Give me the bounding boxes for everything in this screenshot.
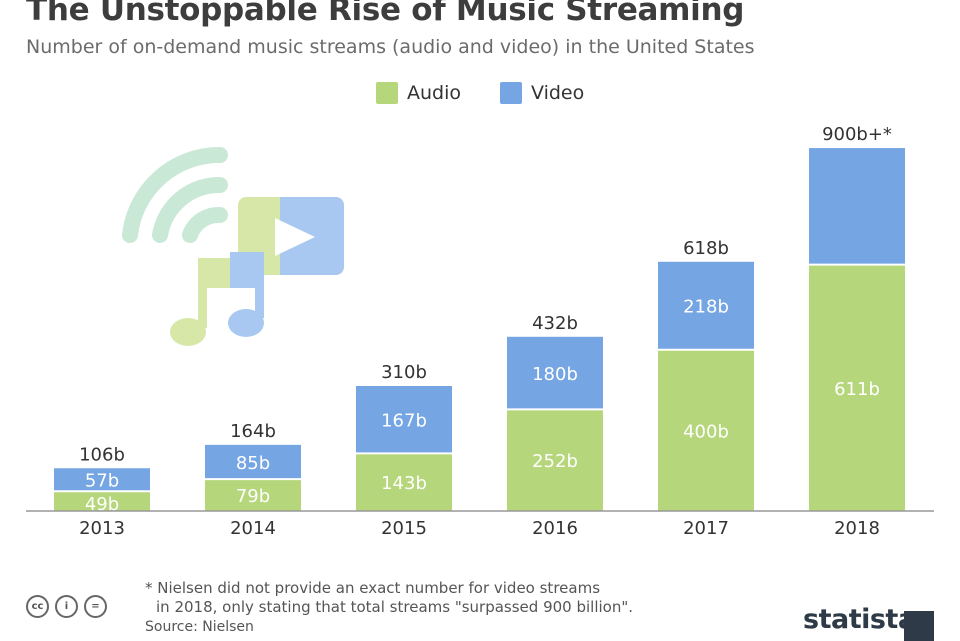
data-label-audio-2013: 49b (85, 494, 119, 515)
footnote: * Nielsen did not provide an exact numbe… (145, 579, 633, 617)
bar-video-2015 (356, 385, 452, 454)
bar-video-2017 (658, 261, 754, 350)
brand-mark-icon (904, 611, 934, 641)
legend-swatch-audio (376, 82, 398, 104)
data-label-video-2013: 57b (85, 471, 119, 492)
legend-item-audio: Audio (376, 82, 461, 104)
wifi-icon (122, 146, 228, 243)
bar-audio-2017 (658, 349, 754, 511)
data-label-video-2015: 167b (381, 411, 427, 432)
data-label-audio-2014: 79b (236, 486, 270, 507)
x-tick-label-2017: 2017 (683, 518, 729, 539)
by-icon[interactable]: i (55, 595, 78, 618)
total-label-2018: 900b+* (822, 124, 892, 145)
footnote-line-1: * Nielsen did not provide an exact numbe… (145, 579, 601, 597)
data-label-video-2014: 85b (236, 453, 270, 474)
source-note: Source: Nielsen (145, 619, 254, 635)
total-label-2014: 164b (230, 421, 276, 442)
legend-item-video: Video (500, 82, 584, 104)
total-label-2017: 618b (683, 238, 729, 259)
x-tick-label-2016: 2016 (532, 518, 578, 539)
legend-label-audio: Audio (407, 82, 462, 104)
bar-audio-2013 (54, 491, 150, 511)
x-tick-label-2018: 2018 (834, 518, 880, 539)
data-label-audio-2017: 400b (683, 421, 729, 442)
data-label-audio-2015: 143b (381, 473, 427, 494)
license-icons: cc i = (26, 595, 107, 618)
bar-video-2018 (809, 148, 905, 265)
bar-audio-2016 (507, 409, 603, 511)
bar-video-2016 (507, 336, 603, 410)
data-label-audio-2018: 611b (834, 379, 880, 400)
cc-icon[interactable]: cc (26, 595, 49, 618)
footnote-line-2: in 2018, only stating that total streams… (156, 598, 634, 616)
data-label-video-2016: 180b (532, 364, 578, 385)
music-note-icon (170, 252, 264, 346)
bar-audio-2015 (356, 453, 452, 511)
streaming-illustration (122, 146, 344, 346)
nd-icon[interactable]: = (84, 595, 107, 618)
data-label-video-2017: 218b (683, 297, 729, 318)
legend-label-video: Video (531, 82, 585, 104)
x-tick-label-2014: 2014 (230, 518, 276, 539)
legend-swatch-video (500, 82, 522, 104)
x-tick-label-2013: 2013 (79, 518, 125, 539)
total-label-2016: 432b (532, 313, 578, 334)
brand-logo[interactable]: statista (803, 604, 916, 635)
bar-audio-2014 (205, 479, 301, 511)
x-tick-label-2015: 2015 (381, 518, 427, 539)
page-title: The Unstoppable Rise of Music Streaming (26, 0, 745, 28)
total-label-2015: 310b (381, 362, 427, 383)
bar-video-2014 (205, 444, 301, 480)
bar-audio-2018 (809, 264, 905, 511)
page-subtitle: Number of on-demand music streams (audio… (26, 36, 755, 58)
data-label-audio-2016: 252b (532, 451, 578, 472)
bar-video-2013 (54, 468, 150, 492)
total-label-2013: 106b (79, 444, 125, 465)
